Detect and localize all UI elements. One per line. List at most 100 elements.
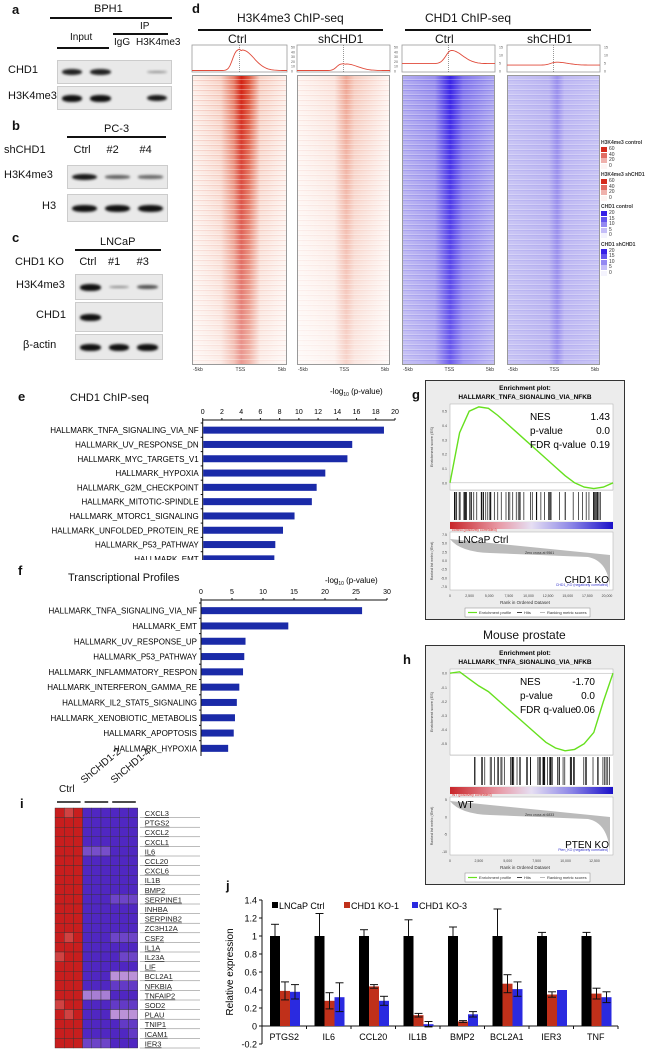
heatmap-cell [110, 903, 120, 914]
legend-swatch [344, 902, 350, 908]
heatmap-cell [54, 865, 65, 876]
heatmap-cell [73, 970, 83, 981]
gene-label: CSF2 [145, 934, 164, 943]
lane-label: #3 [136, 256, 149, 268]
panel-a-lane-h3k4me3: H3K4me3 [136, 37, 181, 48]
heatmap-chd1-ctrl [402, 75, 495, 365]
legend-swatch [601, 227, 607, 233]
x-tick: TSS [549, 367, 560, 373]
panel-d-group-divider [198, 29, 383, 31]
category-label: HALLMARK_P53_PATHWAY [95, 541, 199, 550]
heatmap-cell [128, 942, 138, 953]
heatmap-cell [63, 951, 74, 962]
gene-label: TNIP1 [145, 1020, 166, 1029]
heatmap-cell [110, 807, 120, 818]
legend-item: Enrichment profile [479, 610, 512, 615]
heatmap-cell [91, 942, 102, 953]
y-tick-label: 0.8 [244, 950, 257, 960]
heatmap-cell [73, 903, 83, 914]
left-group-label: LNCaP Ctrl [458, 535, 508, 546]
legend-swatch [601, 270, 607, 276]
heatmap-cell [54, 961, 65, 972]
negative-correlation-label: CHD1_KO (negatively correlated) [556, 583, 608, 587]
heatmap-cell [91, 807, 102, 818]
protein-band [138, 175, 163, 179]
es-tick: -0.5 [441, 742, 447, 746]
legend-tick: 0 [609, 269, 612, 276]
heatmap-cell [54, 1038, 65, 1049]
blot-row-label: H3K4me3 [8, 90, 57, 102]
legend-swatch [601, 254, 607, 259]
y-tick-label: 1 [252, 932, 257, 942]
heatmap-cell [63, 855, 74, 866]
y-tick-label: -0.2 [241, 1040, 257, 1050]
panel-a-divider [50, 17, 172, 19]
legend-swatch [601, 222, 607, 227]
gene-label: IL1B [145, 876, 160, 885]
heatmap-cell [119, 1028, 129, 1039]
heatmap-cell [119, 951, 129, 962]
heatmap-cell [91, 1009, 102, 1020]
legend-tick: 0 [609, 232, 612, 238]
blot-strip [75, 302, 163, 332]
legend-tick: 5 [609, 226, 612, 233]
heatmap-cell [91, 1018, 102, 1029]
metric-tick: 7.5 [442, 533, 447, 537]
legend-swatch [601, 265, 607, 270]
heatmap-cell [110, 1038, 120, 1049]
legend-tick: 20 [609, 247, 615, 254]
x-tick-label: 30 [383, 589, 391, 596]
blot-row-label: CHD1 [8, 64, 38, 76]
heatmap-cell [63, 846, 74, 857]
heatmap-cell [128, 970, 138, 981]
category-label: HALLMARK_TNFA_SIGNALING_VIA_NF [50, 426, 199, 435]
x-tick: 5,000 [485, 594, 494, 598]
heatmap-cell [128, 903, 138, 914]
lane-label: #4 [139, 144, 152, 156]
heatmap-cell [91, 990, 102, 1001]
plot-title: HALLMARK_TNFA_SIGNALING_VIA_NFKB [458, 659, 592, 666]
x-tick: -5kb [508, 367, 518, 373]
heatmap-cell [128, 817, 138, 828]
enrichment-profile-curve [449, 671, 614, 752]
legend-tick: 0 [609, 162, 612, 169]
category-label: BCL2A1 [490, 1032, 524, 1042]
heatmap-cell [63, 1038, 74, 1049]
panel-d-condition: Ctrl [435, 32, 454, 46]
heatmap-cell [63, 894, 74, 905]
label-rest: (p-value) [349, 387, 383, 396]
legend-tick: 40 [609, 151, 615, 158]
legend-title: H3K4me3 shCHD1 [601, 172, 645, 178]
heatmap-cell [63, 961, 74, 972]
heatmap-cell [128, 865, 138, 876]
heatmap-cell [100, 951, 111, 962]
profile-tick: 10 [604, 54, 608, 58]
category-label: HALLMARK_EMT [134, 555, 199, 560]
category-label: IL6 [322, 1032, 335, 1042]
heatmap-cell [119, 970, 129, 981]
lane-label: #2 [106, 144, 119, 156]
metric-tick: 0.0 [442, 559, 447, 563]
heatmap-h3k4me3-ctrl [192, 75, 287, 365]
heatmap-cell [91, 970, 102, 981]
bar [290, 991, 300, 1026]
category-label: HALLMARK_P53_PATHWAY [93, 653, 197, 662]
heatmap-cell [54, 999, 65, 1010]
heatmap-cell [128, 913, 138, 924]
gene-label: CXCL3 [145, 809, 169, 818]
heatmap-cell [73, 855, 83, 866]
heatmap-cell [128, 951, 138, 962]
heatmap-cell [119, 980, 129, 991]
gene-label: LIF [145, 963, 156, 972]
heatmap-cell [63, 970, 74, 981]
heatmap-cell [63, 827, 74, 838]
subscript: 10 [338, 581, 344, 587]
heatmap-cell [100, 903, 111, 914]
es-tick: 0.4 [442, 424, 447, 428]
x-tick: -5kb [403, 367, 413, 373]
panel-f-title: Transcriptional Profiles [68, 572, 180, 584]
heatmap-cell [82, 932, 92, 943]
heatmap-cell [119, 922, 129, 933]
bar [201, 653, 245, 661]
heatmap-cell [119, 1038, 129, 1049]
